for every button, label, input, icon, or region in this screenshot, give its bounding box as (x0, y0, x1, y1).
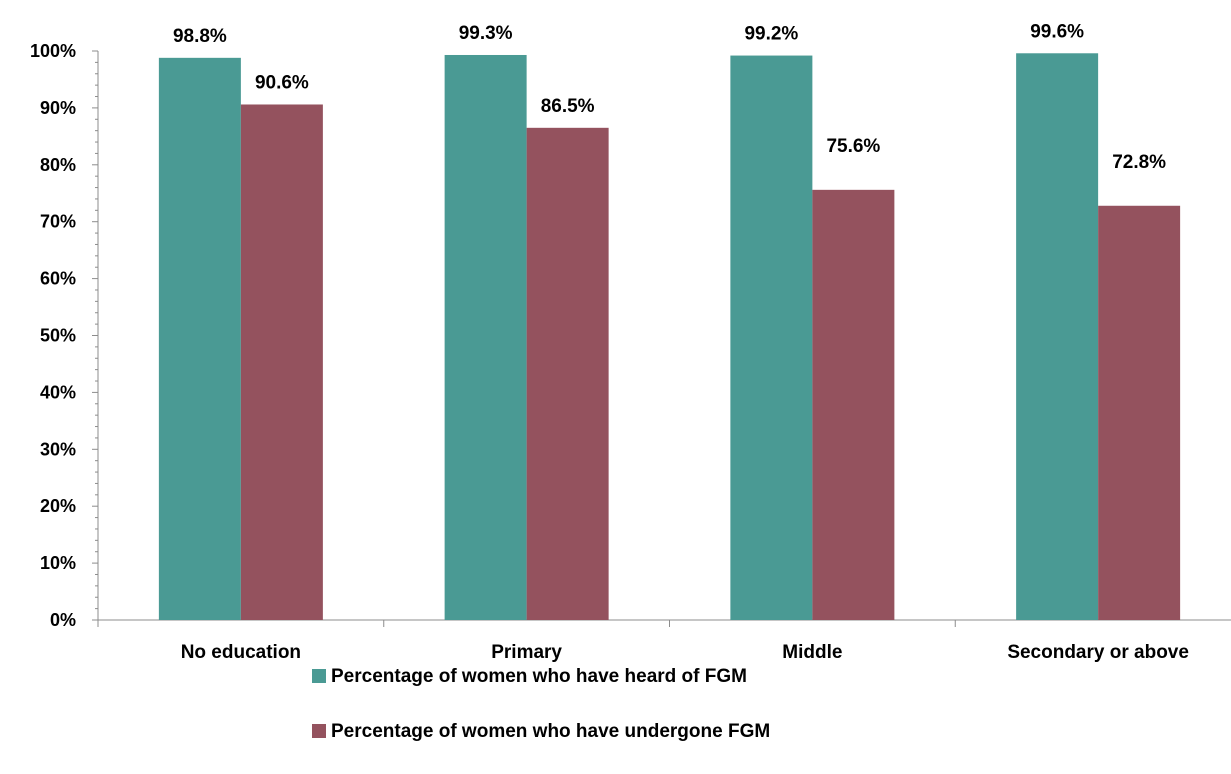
y-tick-label: 70% (40, 212, 76, 232)
data-label: 75.6% (826, 136, 880, 157)
data-label: 99.2% (744, 24, 798, 45)
data-label: 99.6% (1030, 21, 1084, 42)
y-tick-label: 40% (40, 382, 76, 402)
data-label: 98.8% (173, 26, 227, 47)
bar-undergone-fgm (812, 189, 895, 620)
y-tick-label: 80% (40, 155, 76, 175)
y-tick-label: 10% (40, 553, 76, 573)
bar-heard-of-fgm (730, 55, 813, 620)
bar-heard-of-fgm (444, 54, 527, 620)
bar-heard-of-fgm (1016, 53, 1099, 620)
y-axis: 0% 10% 20% 30% 40% 50% 60% 70% 80% 90% 100% (30, 41, 99, 630)
bar-undergone-fgm (526, 127, 609, 620)
bar-heard-of-fgm (158, 57, 241, 620)
x-category-label: Primary (491, 642, 562, 663)
legend-label: Percentage of women who have heard of FG… (331, 666, 747, 687)
x-category-label: Middle (782, 642, 842, 663)
y-tick-label: 90% (40, 98, 76, 118)
y-tick-label: 50% (40, 326, 76, 346)
legend-label: Percentage of women who have undergone F… (331, 721, 770, 742)
y-tick-label: 60% (40, 269, 76, 289)
data-label: 99.3% (459, 23, 513, 44)
data-label: 72.8% (1112, 152, 1166, 173)
legend-swatch (312, 724, 326, 738)
y-tick-label: 0% (50, 610, 76, 630)
y-tick-label: 20% (40, 496, 76, 516)
legend-swatch (312, 669, 326, 683)
x-category-label: No education (181, 642, 301, 663)
x-axis: No education Primary Middle Secondary or ab… (97, 619, 1231, 663)
y-tick-label: 100% (30, 41, 76, 61)
data-label: 86.5% (541, 96, 595, 117)
data-labels: 98.8% 90.6% 99.3% 86.5% 99.2% 75.6% 99.6% 72.8% (173, 21, 1166, 172)
bar-undergone-fgm (1098, 205, 1181, 620)
y-tick-label: 30% (40, 439, 76, 459)
x-category-label: Secondary or above (1007, 642, 1189, 663)
bar-undergone-fgm (240, 104, 323, 620)
data-label: 90.6% (255, 72, 309, 93)
legend: Percentage of women who have heard of FG… (312, 666, 770, 742)
bars (158, 53, 1181, 620)
